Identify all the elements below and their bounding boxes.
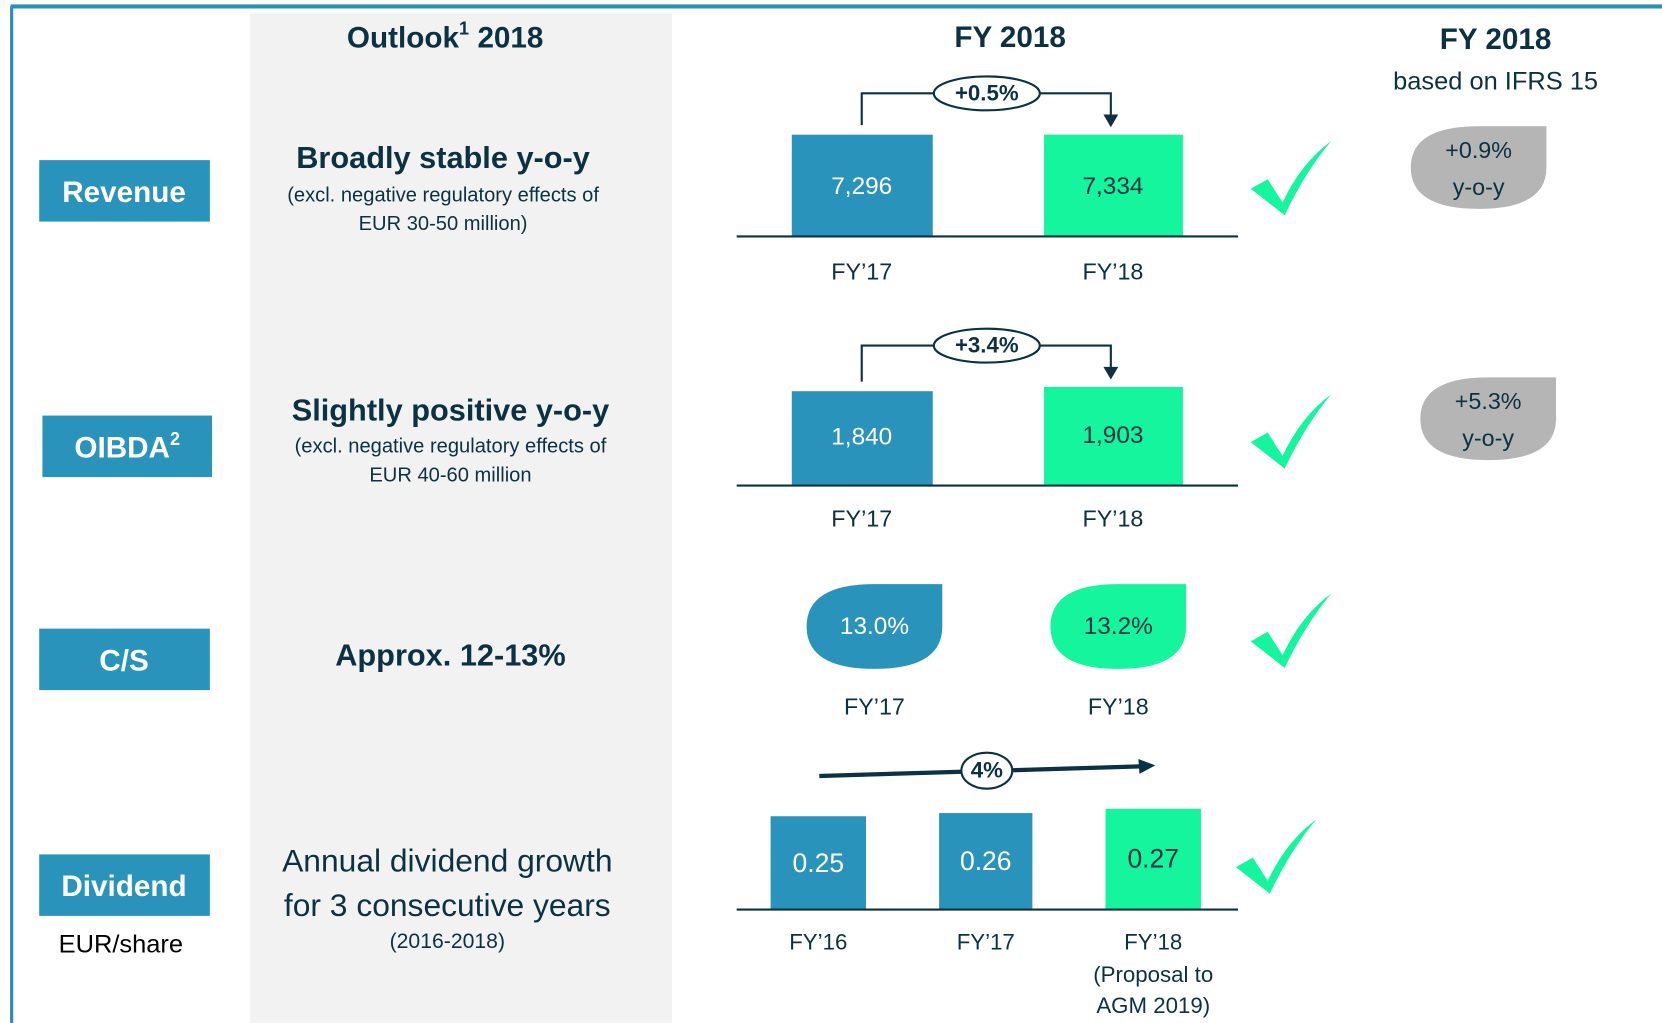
checkmark: [1250, 394, 1332, 469]
change-badge: [932, 75, 1041, 112]
bar: [791, 134, 933, 237]
arrow-head: [1103, 366, 1119, 380]
unit: EUR/share: [59, 930, 183, 958]
header-outlook: Outlook1 2018: [347, 19, 544, 55]
value: 1,840: [831, 423, 892, 450]
header-outlook-year: 2018: [477, 21, 543, 54]
bar: [1044, 134, 1183, 237]
period: FY’17: [844, 693, 905, 719]
value: 13.0%: [840, 613, 909, 640]
value: 7,334: [1082, 173, 1143, 200]
ifrs-value: y-o-y: [1462, 425, 1514, 451]
ifrs-badge: [1420, 377, 1557, 461]
header-outlook-text: Outlook: [347, 21, 460, 54]
change: +3.4%: [955, 333, 1019, 358]
period: FY’18: [1124, 929, 1182, 954]
period-note: (Proposal to: [1093, 962, 1213, 987]
bar: [770, 816, 866, 910]
arrow-head: [1103, 114, 1119, 128]
outlook-note: (excl. negative regulatory effects of: [287, 184, 599, 206]
bar: [1044, 386, 1183, 486]
period: FY’18: [1083, 259, 1144, 285]
ifrs-value: +5.3%: [1455, 388, 1522, 414]
header-ifrs-sub: based on IFRS 15: [1393, 67, 1598, 95]
footnote-mark: 1: [459, 19, 469, 39]
change-badge: [960, 751, 1014, 790]
outlook: Slightly positive y-o-y: [292, 393, 609, 428]
checkmark: [1250, 141, 1332, 216]
value: 0.25: [793, 848, 845, 878]
checkmark: [1235, 819, 1317, 894]
label-box: [39, 854, 210, 916]
period: FY’17: [831, 506, 892, 532]
outlook-note: (excl. negative regulatory effects of: [295, 436, 607, 458]
header-ifrs: FY 2018: [1440, 23, 1552, 56]
outlook: Approx. 12-13%: [335, 637, 565, 672]
outlook-column: [250, 12, 673, 1023]
period: FY’17: [957, 929, 1015, 954]
outlook: Annual dividend growth: [282, 842, 612, 878]
row-label: Revenue: [62, 176, 186, 209]
outlook: Broadly stable y-o-y: [296, 140, 590, 175]
outlook-note: EUR 40-60 million: [369, 464, 531, 486]
footnote-mark: 2: [170, 429, 180, 449]
checkmark: [1250, 593, 1332, 668]
ifrs-value: +0.9%: [1445, 137, 1512, 163]
value: 0.26: [960, 846, 1012, 876]
bar: [791, 391, 933, 486]
period: FY’18: [1083, 506, 1144, 532]
row-label-text: OIBDA: [74, 431, 170, 464]
value-badge: [1050, 584, 1187, 669]
bar: [939, 813, 1033, 910]
period: FY’17: [831, 259, 892, 285]
period: FY’16: [789, 929, 847, 954]
value: 7,296: [831, 173, 892, 200]
outlook-note: EUR 30-50 million): [359, 213, 528, 235]
row-label: C/S: [99, 644, 148, 677]
change-badge: [932, 327, 1041, 364]
value: 13.2%: [1084, 613, 1153, 640]
period-note: AGM 2019): [1096, 993, 1210, 1018]
arrow-head: [1138, 758, 1156, 774]
outlook-note: (2016-2018): [390, 930, 505, 953]
bar: [1105, 808, 1201, 910]
change: +0.5%: [955, 80, 1019, 105]
ifrs-badge: [1410, 126, 1547, 209]
period: FY’18: [1088, 693, 1149, 719]
label-box: [39, 628, 210, 691]
label-box: [42, 415, 212, 478]
value: 0.27: [1127, 844, 1179, 874]
change: 4%: [971, 758, 1003, 783]
label-box: [39, 160, 210, 222]
header-fy: FY 2018: [954, 21, 1066, 54]
outlook: for 3 consecutive years: [284, 887, 611, 923]
value: 1,903: [1082, 422, 1143, 449]
row-label: OIBDA2: [74, 429, 180, 465]
ifrs-value: y-o-y: [1453, 174, 1505, 200]
value-badge: [806, 584, 943, 669]
row-label: Dividend: [61, 870, 186, 903]
